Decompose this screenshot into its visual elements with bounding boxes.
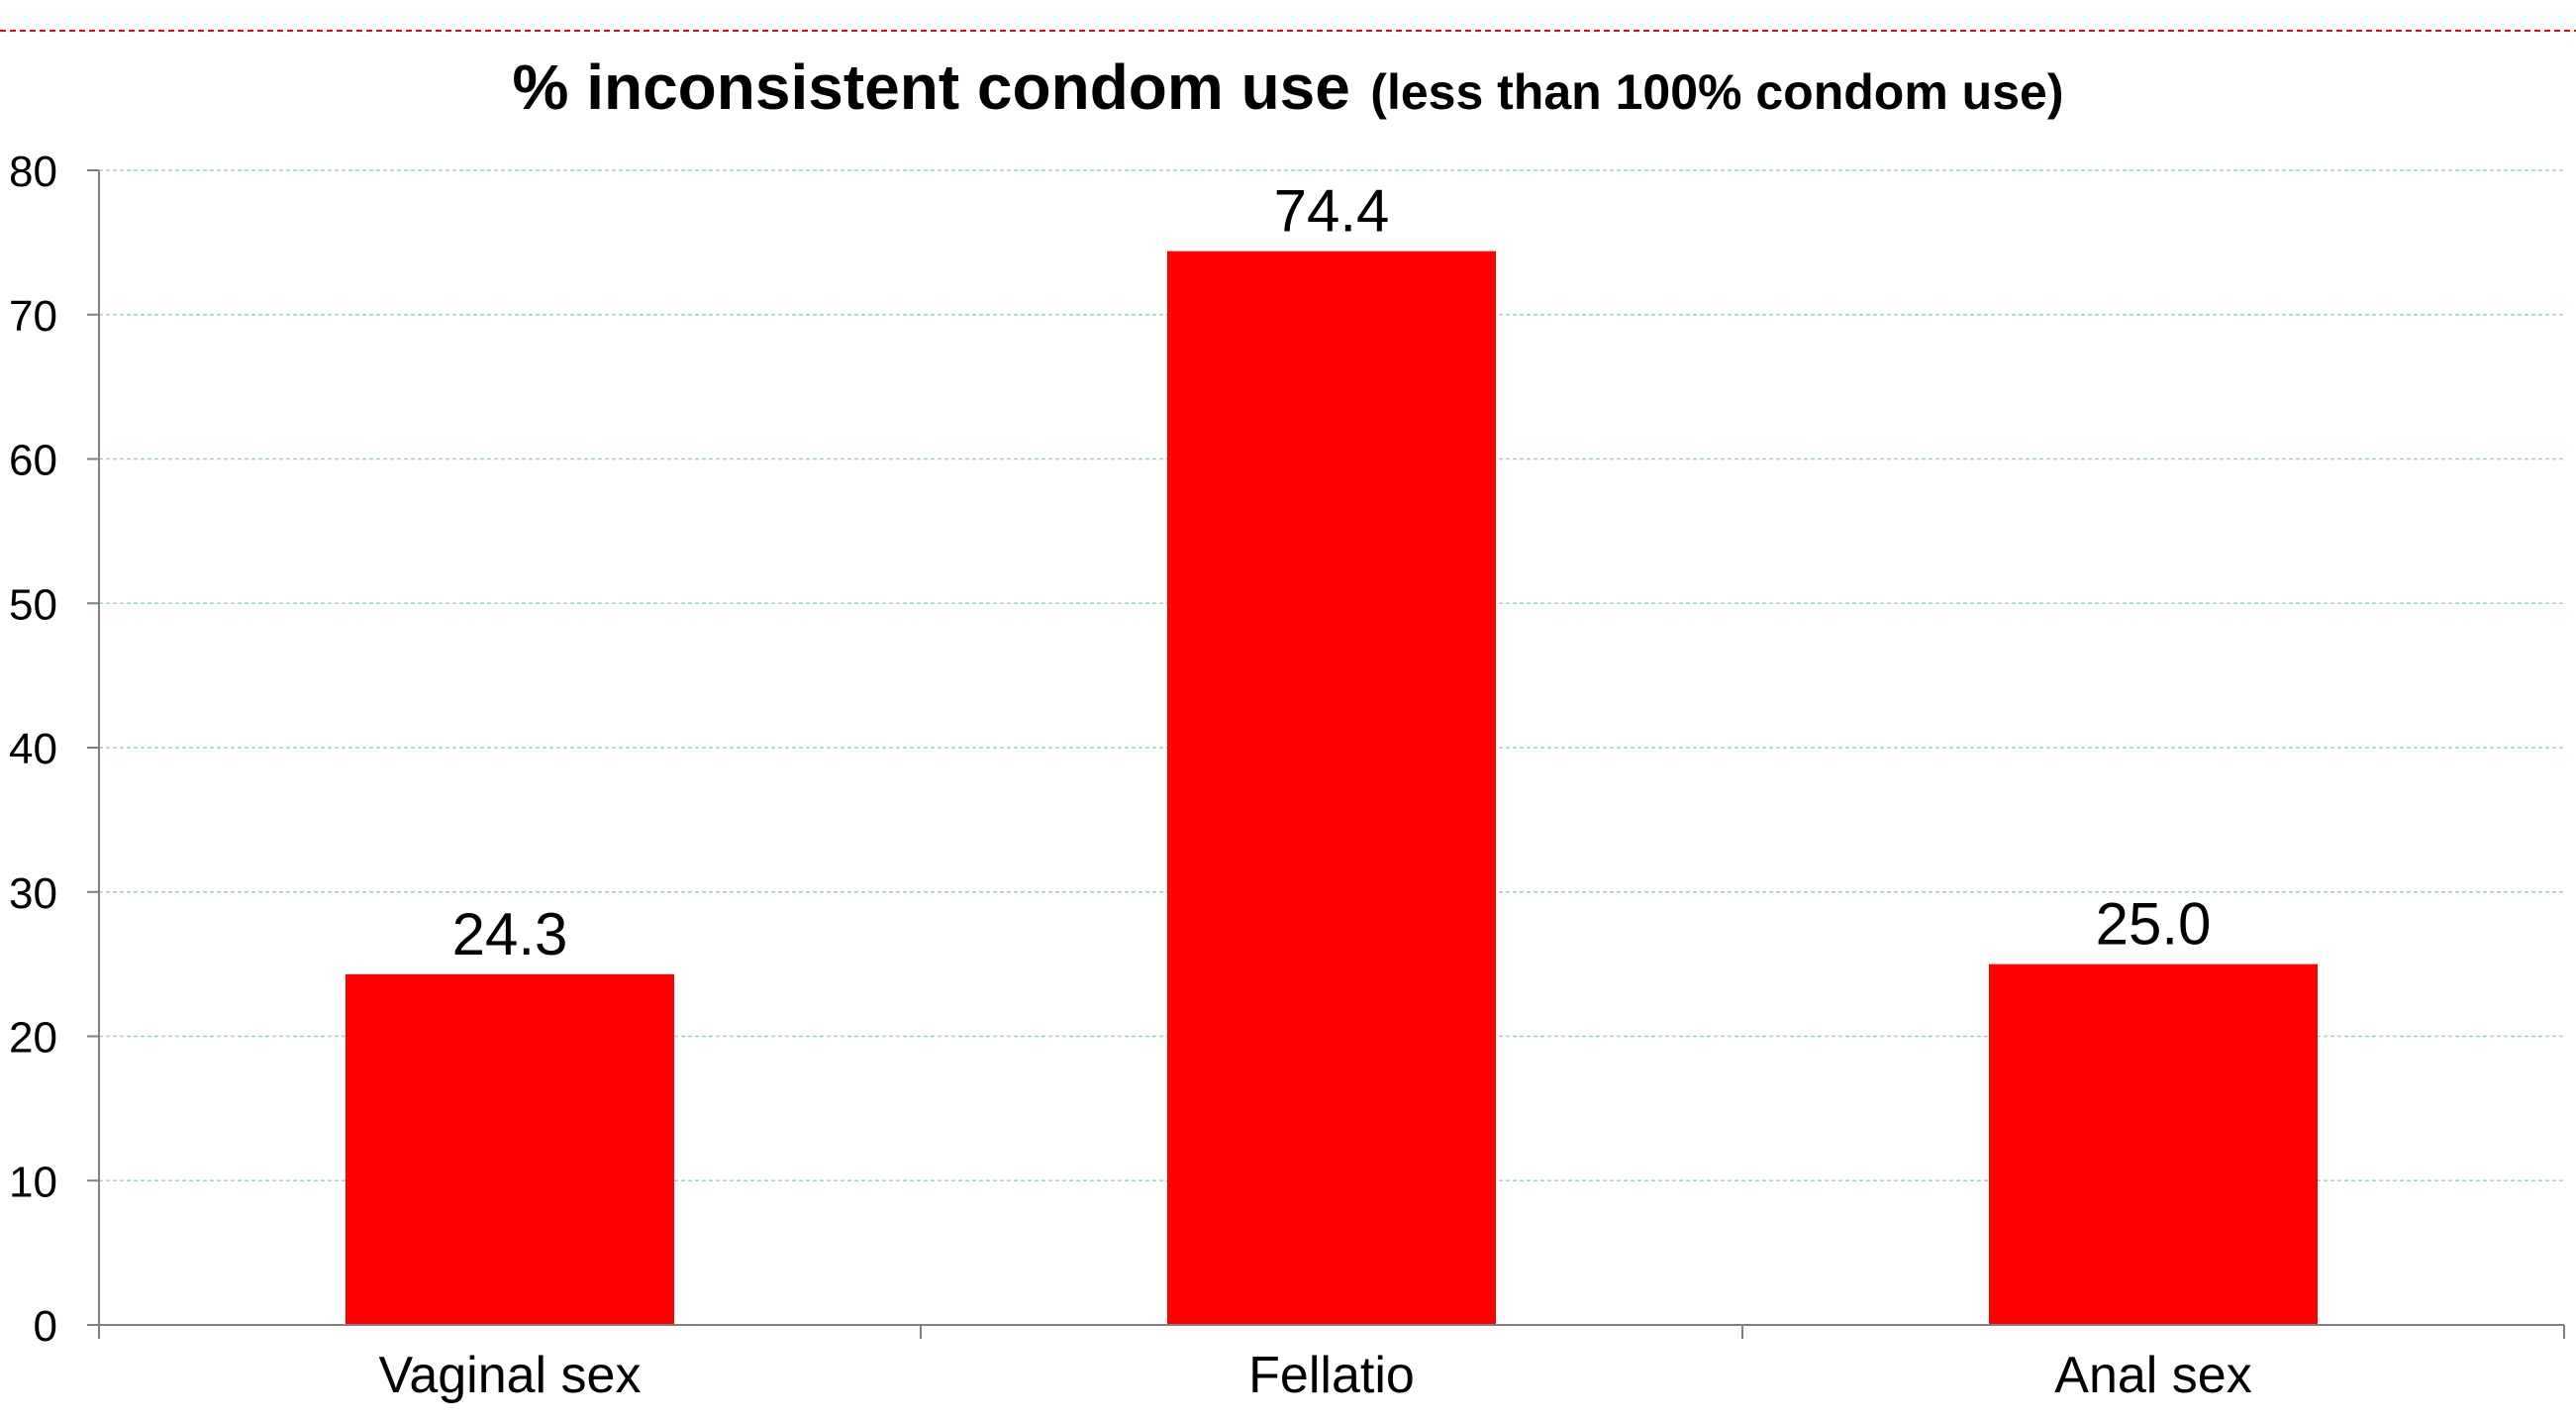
bar-value-label: 25.0: [2096, 891, 2212, 958]
y-tick-label: 50: [9, 580, 57, 629]
bars: [346, 251, 2318, 1325]
y-tick-label: 60: [9, 437, 57, 485]
y-tick-label: 80: [9, 148, 57, 196]
y-tick-label: 20: [9, 1014, 57, 1063]
x-tick-label: Vaginal sex: [379, 1347, 642, 1404]
y-tick-label: 10: [9, 1158, 57, 1206]
bar-value-label: 24.3: [452, 901, 568, 967]
x-tick-label: Anal sex: [2054, 1347, 2251, 1404]
y-tick-label: 0: [34, 1302, 57, 1351]
labels: 0 10 20 30 40 50 60 70 80 24.3 Vaginal sex 74.4 Fell…: [9, 148, 2252, 1404]
chart-subtitle: (less than 100% condom use): [1370, 64, 2063, 120]
bar: [1989, 964, 2318, 1325]
bar: [346, 973, 674, 1325]
chart-title: % inconsistent condom use (less than 100…: [513, 51, 2064, 123]
bar: [1167, 251, 1496, 1325]
axes: [87, 169, 2565, 1339]
y-tick-label: 30: [9, 869, 57, 918]
y-tick-label: 40: [9, 725, 57, 773]
x-tick-label: Fellatio: [1248, 1347, 1415, 1404]
y-tick-label: 70: [9, 292, 57, 341]
bar-value-label: 74.4: [1274, 178, 1390, 245]
chart-title-main: % inconsistent condom use: [513, 51, 1350, 123]
